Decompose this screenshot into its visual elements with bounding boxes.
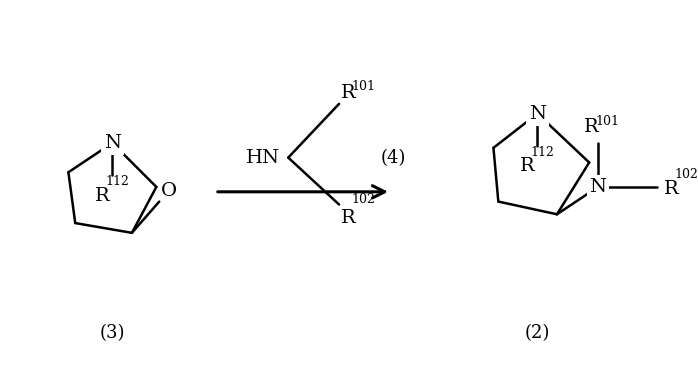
Text: N: N	[529, 105, 546, 123]
Text: O: O	[161, 182, 177, 200]
Text: 102: 102	[352, 193, 376, 207]
Text: R: R	[664, 180, 678, 198]
Text: 101: 101	[595, 115, 619, 128]
Text: R: R	[584, 118, 599, 136]
Text: R: R	[341, 210, 356, 228]
Text: (3): (3)	[100, 324, 125, 342]
Text: 101: 101	[352, 80, 376, 93]
Text: 112: 112	[530, 146, 554, 159]
Text: N: N	[590, 178, 607, 196]
Text: (4): (4)	[381, 149, 406, 167]
Text: 102: 102	[674, 168, 698, 181]
Text: (2): (2)	[525, 324, 550, 342]
Text: 112: 112	[105, 175, 129, 188]
Text: R: R	[520, 157, 535, 175]
Text: R: R	[341, 84, 356, 102]
Text: HN: HN	[246, 149, 281, 167]
Text: R: R	[95, 187, 110, 205]
Text: N: N	[104, 134, 121, 152]
